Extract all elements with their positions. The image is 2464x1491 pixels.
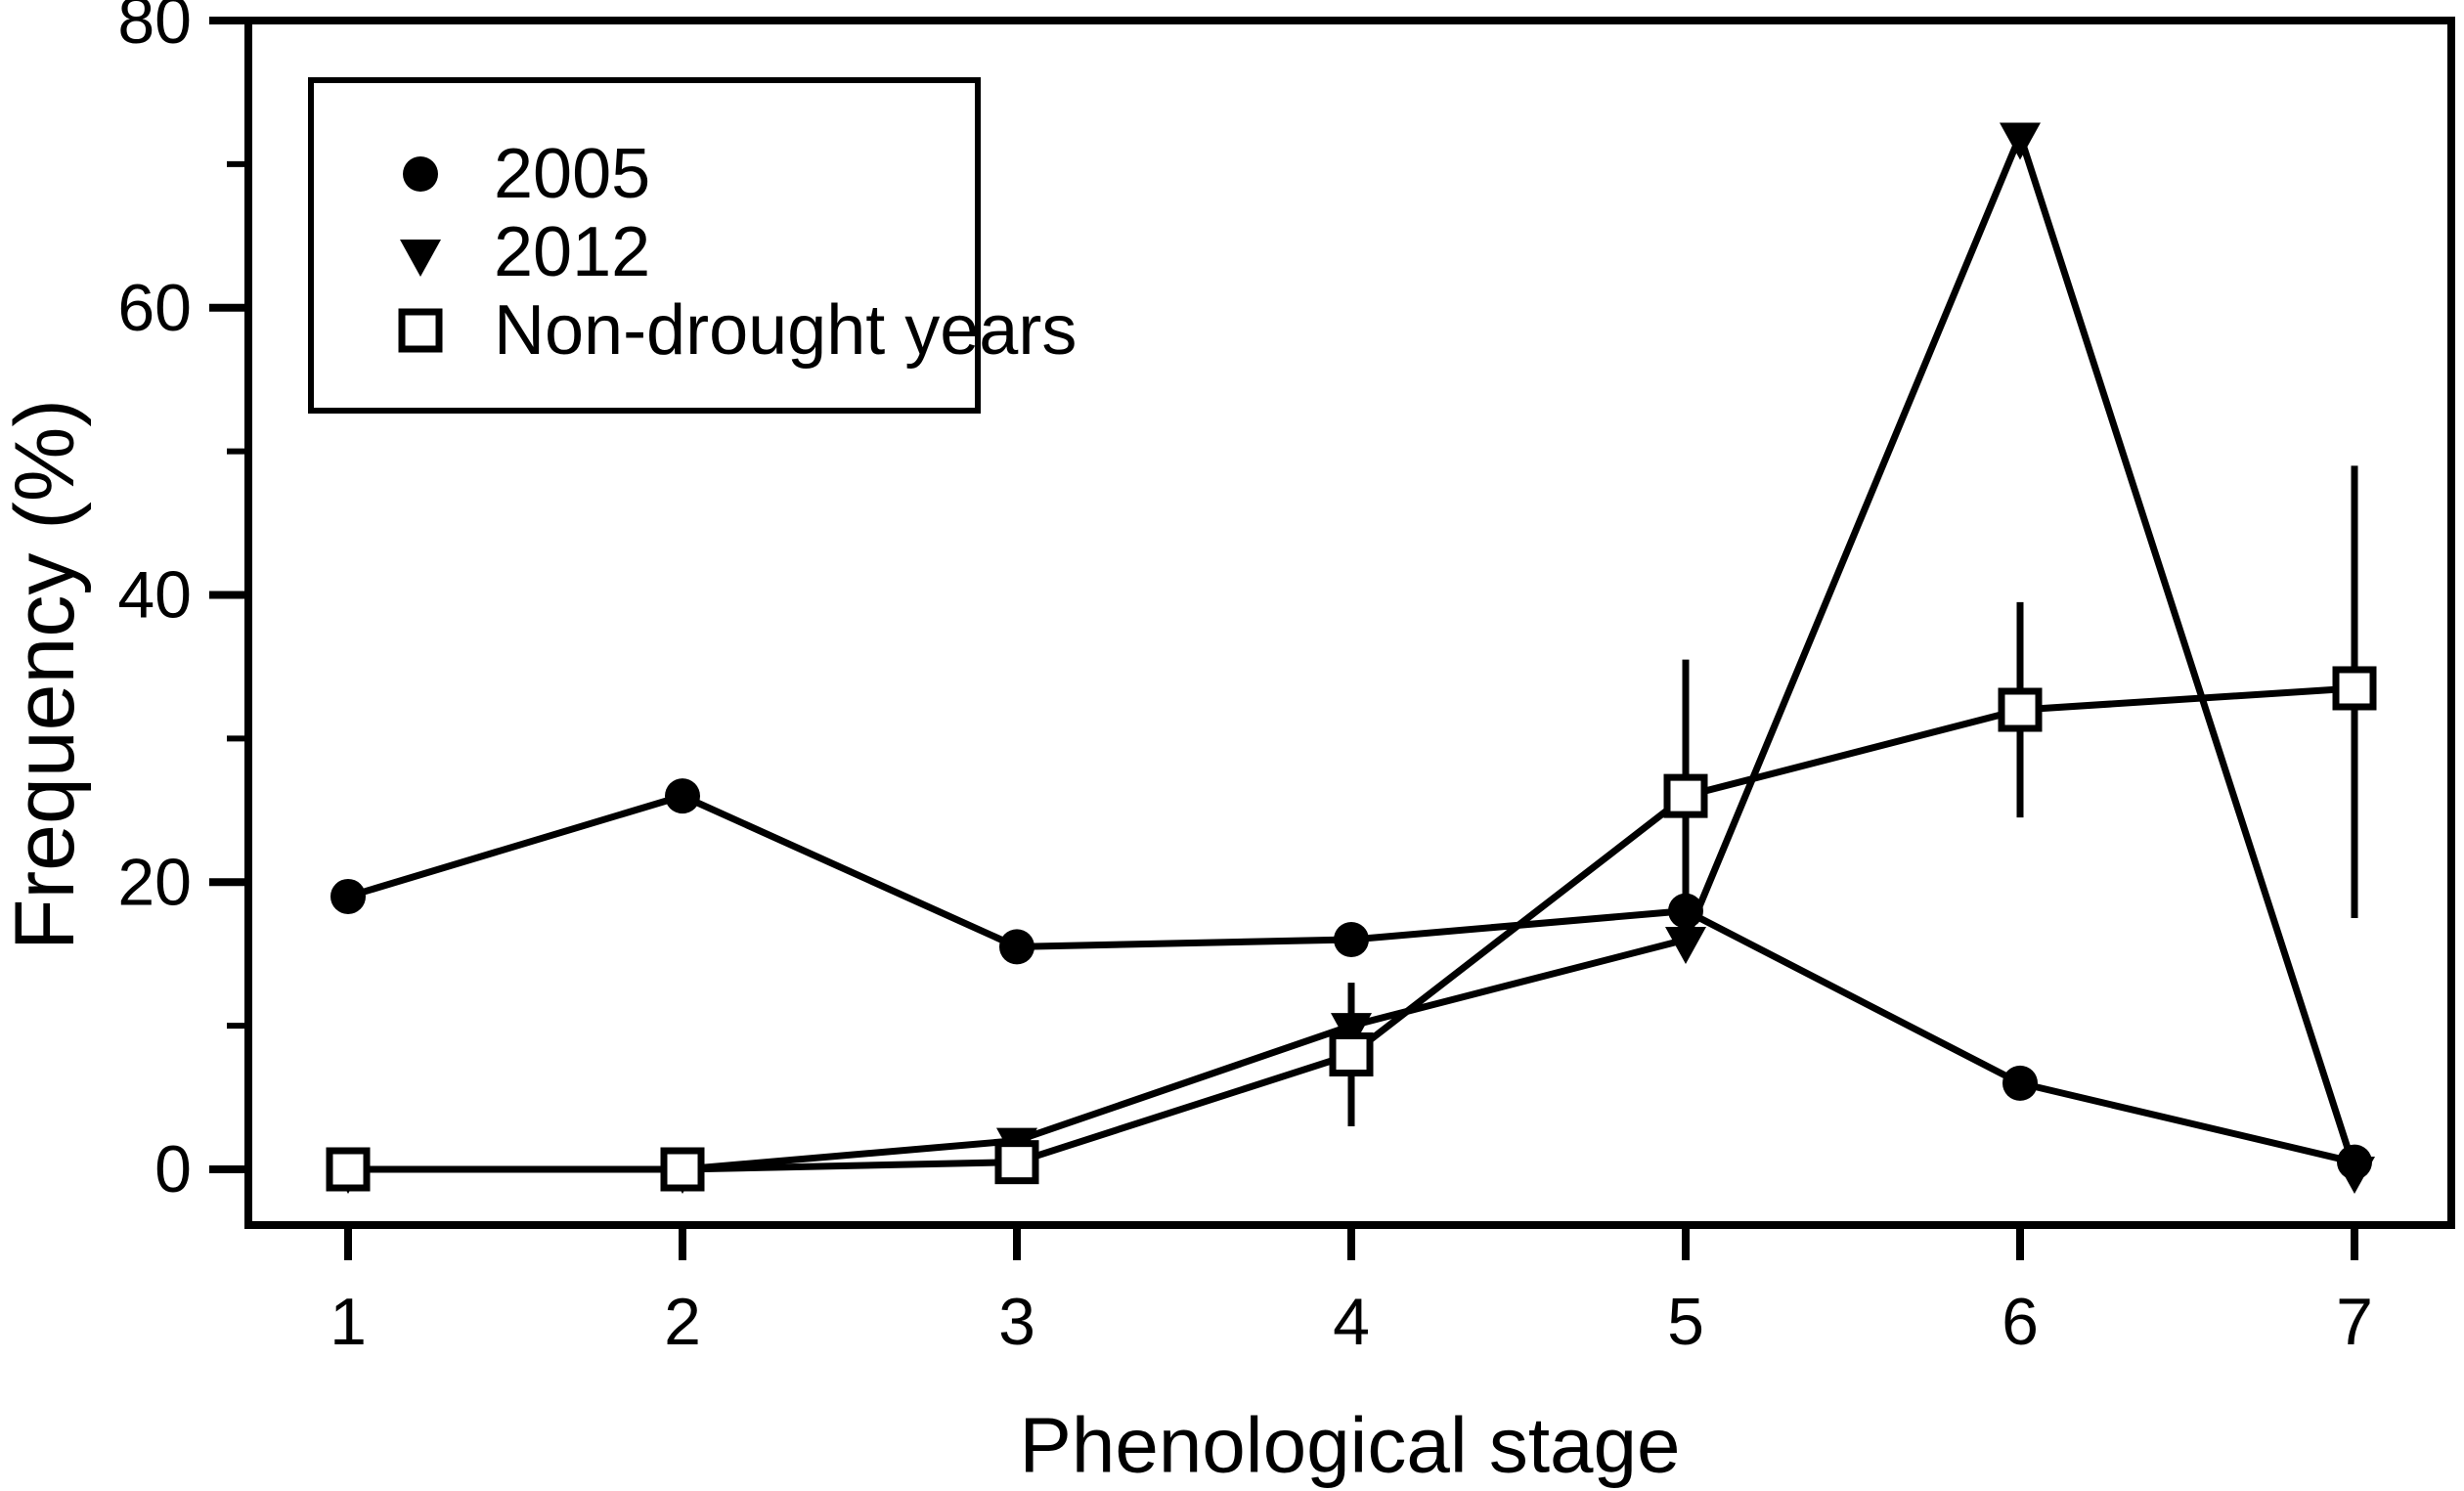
marker-2005 xyxy=(1668,893,1703,929)
legend-label: Non-drought years xyxy=(494,291,1077,370)
marker-non-drought-years xyxy=(1998,687,2043,732)
y-tick-label: 20 xyxy=(117,845,192,919)
x-tick-label: 4 xyxy=(1333,1285,1370,1359)
legend-label: 2005 xyxy=(494,135,650,213)
marker-2005 xyxy=(665,778,700,814)
x-tick-label: 7 xyxy=(2336,1285,2373,1359)
marker-2005 xyxy=(999,929,1034,965)
x-tick-label: 2 xyxy=(664,1285,701,1359)
marker-non-drought-years xyxy=(660,1147,705,1192)
legend-label: 2012 xyxy=(494,213,650,291)
y-tick-label: 80 xyxy=(117,0,192,58)
marker-non-drought-years xyxy=(2332,666,2377,711)
marker-non-drought-years xyxy=(1329,1032,1374,1076)
marker-2012 xyxy=(1665,927,1706,964)
marker-2012 xyxy=(1331,1013,1372,1051)
x-tick-label: 1 xyxy=(330,1285,367,1359)
legend-filled-triangle-down-icon xyxy=(400,240,441,277)
marker-2005 xyxy=(2002,1065,2038,1101)
y-tick-label: 40 xyxy=(117,558,192,633)
marker-2005 xyxy=(330,878,366,914)
legend-open-square-icon xyxy=(398,308,443,353)
marker-2005 xyxy=(1334,922,1369,957)
x-tick-label: 6 xyxy=(2002,1285,2039,1359)
marker-non-drought-years xyxy=(994,1140,1039,1185)
marker-2005 xyxy=(2337,1144,2372,1180)
legend-filled-circle-icon xyxy=(403,156,438,192)
x-tick-label: 3 xyxy=(998,1285,1035,1359)
x-axis-title: Phenological stage xyxy=(1019,1402,1680,1489)
y-axis-title: Frequency (%) xyxy=(0,399,92,950)
y-tick-label: 60 xyxy=(117,271,192,345)
x-tick-label: 5 xyxy=(1667,1285,1704,1359)
marker-non-drought-years xyxy=(326,1147,371,1192)
marker-2012 xyxy=(2000,122,2041,160)
y-tick-label: 0 xyxy=(154,1132,192,1206)
marker-non-drought-years xyxy=(1663,773,1708,818)
